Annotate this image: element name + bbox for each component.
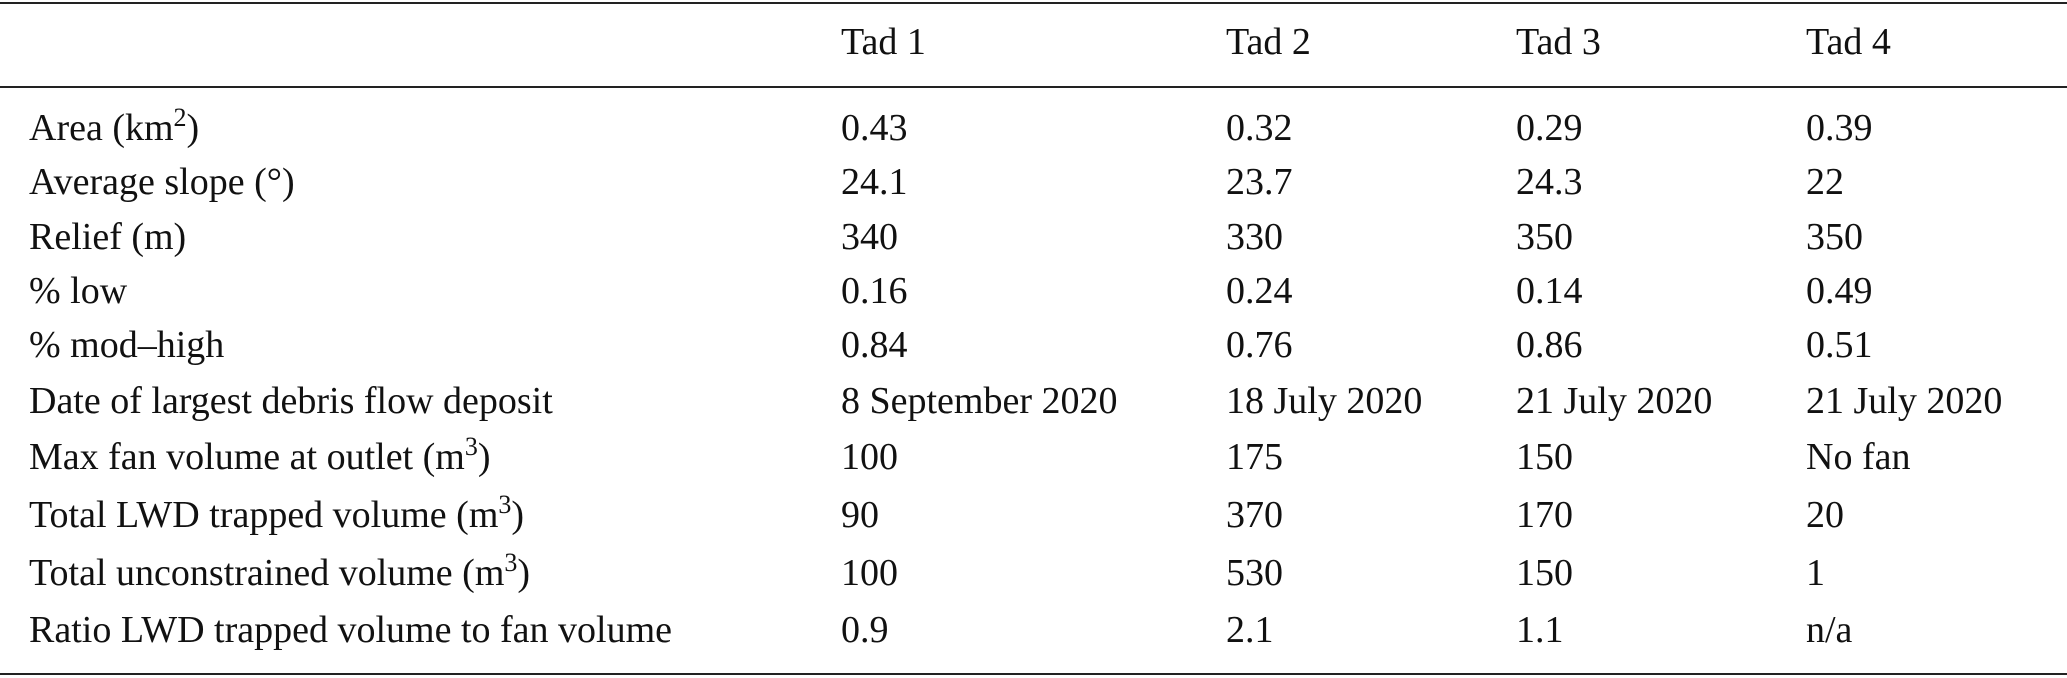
table-cell: 21 July 2020 — [1516, 380, 1713, 422]
label-text: ) — [186, 107, 200, 149]
table-cell: 0.43 — [841, 107, 908, 149]
table-cell: 24.3 — [1516, 161, 1583, 203]
table-cell: 0.84 — [841, 324, 908, 366]
table-cell: 0.24 — [1226, 270, 1293, 312]
table-cell: 0.86 — [1516, 324, 1583, 366]
table-cell: 1 — [1806, 552, 1825, 594]
label-text: ) — [511, 494, 525, 536]
table-cell: 170 — [1516, 494, 1573, 536]
table-cell: 350 — [1516, 216, 1573, 258]
row-label: Total LWD trapped volume (m3) — [29, 490, 525, 537]
label-superscript: 3 — [504, 548, 518, 577]
row-label: Relief (m) — [29, 216, 187, 258]
table-cell: 150 — [1516, 552, 1573, 594]
label-text: Area (km — [29, 107, 174, 149]
table-cell: 0.49 — [1806, 270, 1873, 312]
table-cell: 18 July 2020 — [1226, 380, 1423, 422]
table-cell: 8 September 2020 — [841, 380, 1118, 422]
label-text: Total unconstrained volume (m — [29, 552, 505, 594]
table-cell: 1.1 — [1516, 609, 1564, 651]
row-label: Average slope (°) — [29, 161, 295, 203]
row-label: Ratio LWD trapped volume to fan volume — [29, 609, 673, 651]
label-superscript: 2 — [173, 103, 187, 132]
table-cell: 370 — [1226, 494, 1283, 536]
table-cell: 0.51 — [1806, 324, 1873, 366]
table-cell: 24.1 — [841, 161, 908, 203]
table-cell: 90 — [841, 494, 879, 536]
table-cell: 100 — [841, 436, 898, 478]
table-cell: 22 — [1806, 161, 1844, 203]
table-cell: 150 — [1516, 436, 1573, 478]
table-cell: 21 July 2020 — [1806, 380, 2003, 422]
row-label: % low — [29, 270, 128, 312]
top-rule — [0, 2, 2067, 4]
label-text: ) — [477, 436, 491, 478]
column-header: Tad 2 — [1226, 21, 1311, 63]
column-header: Tad 4 — [1806, 21, 1891, 63]
table-cell: 530 — [1226, 552, 1283, 594]
label-superscript: 3 — [464, 432, 478, 461]
label-text: Max fan volume at outlet (m — [29, 436, 465, 478]
table-cell: 2.1 — [1226, 609, 1274, 651]
bottom-rule — [0, 673, 2067, 675]
label-superscript: 3 — [498, 490, 512, 519]
table-cell: 0.14 — [1516, 270, 1583, 312]
table-cell: 0.39 — [1806, 107, 1873, 149]
table-cell: 0.76 — [1226, 324, 1293, 366]
row-label: % mod–high — [29, 324, 225, 366]
label-text: ) — [517, 552, 531, 594]
table-cell: 0.29 — [1516, 107, 1583, 149]
row-label: Date of largest debris flow deposit — [29, 380, 553, 422]
table-cell: 350 — [1806, 216, 1863, 258]
row-label: Total unconstrained volume (m3) — [29, 548, 531, 595]
table-cell: n/a — [1806, 609, 1853, 651]
table-cell: 0.9 — [841, 609, 889, 651]
row-label: Area (km2) — [29, 103, 200, 150]
table-cell: No fan — [1806, 436, 1911, 478]
table-cell: 175 — [1226, 436, 1283, 478]
table-cell: 330 — [1226, 216, 1283, 258]
table-cell: 23.7 — [1226, 161, 1293, 203]
column-header: Tad 3 — [1516, 21, 1601, 63]
header-rule — [0, 86, 2067, 88]
label-text: Total LWD trapped volume (m — [29, 494, 499, 536]
table-cell: 340 — [841, 216, 898, 258]
table-cell: 20 — [1806, 494, 1844, 536]
table-cell: 0.32 — [1226, 107, 1293, 149]
table-cell: 0.16 — [841, 270, 908, 312]
table-cell: 100 — [841, 552, 898, 594]
column-header: Tad 1 — [841, 21, 926, 63]
row-label: Max fan volume at outlet (m3) — [29, 432, 491, 479]
